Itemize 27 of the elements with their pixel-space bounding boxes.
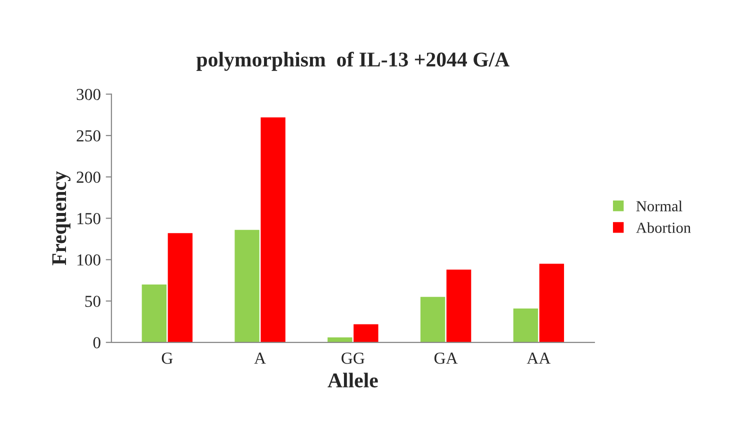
chart-title: polymorphism of IL-13 +2044 G/A <box>196 52 510 71</box>
bar <box>260 117 286 342</box>
bar <box>513 308 538 342</box>
legend-label: Abortion <box>636 222 691 233</box>
x-axis-title: Allele <box>328 372 378 388</box>
bar <box>539 264 564 342</box>
x-tick-label: GA <box>434 352 458 364</box>
y-tick-label: 0 <box>93 337 100 348</box>
bar <box>354 324 378 342</box>
legend-label: Normal <box>636 200 682 212</box>
bar <box>420 296 446 342</box>
x-tick-label: AA <box>526 352 551 364</box>
bar <box>234 230 260 342</box>
bar <box>142 284 167 342</box>
bar <box>168 233 193 342</box>
x-tick-label: GG <box>342 352 364 364</box>
y-tick-label: 100 <box>78 254 100 266</box>
y-tick-label: 250 <box>76 130 100 142</box>
y-axis-title: Frequency <box>52 171 70 266</box>
x-tick-label: A <box>254 352 266 364</box>
bar <box>328 337 352 342</box>
x-tick-label: G <box>162 352 173 364</box>
y-tick-label: 300 <box>76 88 100 100</box>
y-tick-label: 200 <box>76 172 100 183</box>
y-tick-label: 50 <box>85 296 100 307</box>
bar <box>446 270 472 342</box>
y-tick-label: 150 <box>78 212 100 224</box>
